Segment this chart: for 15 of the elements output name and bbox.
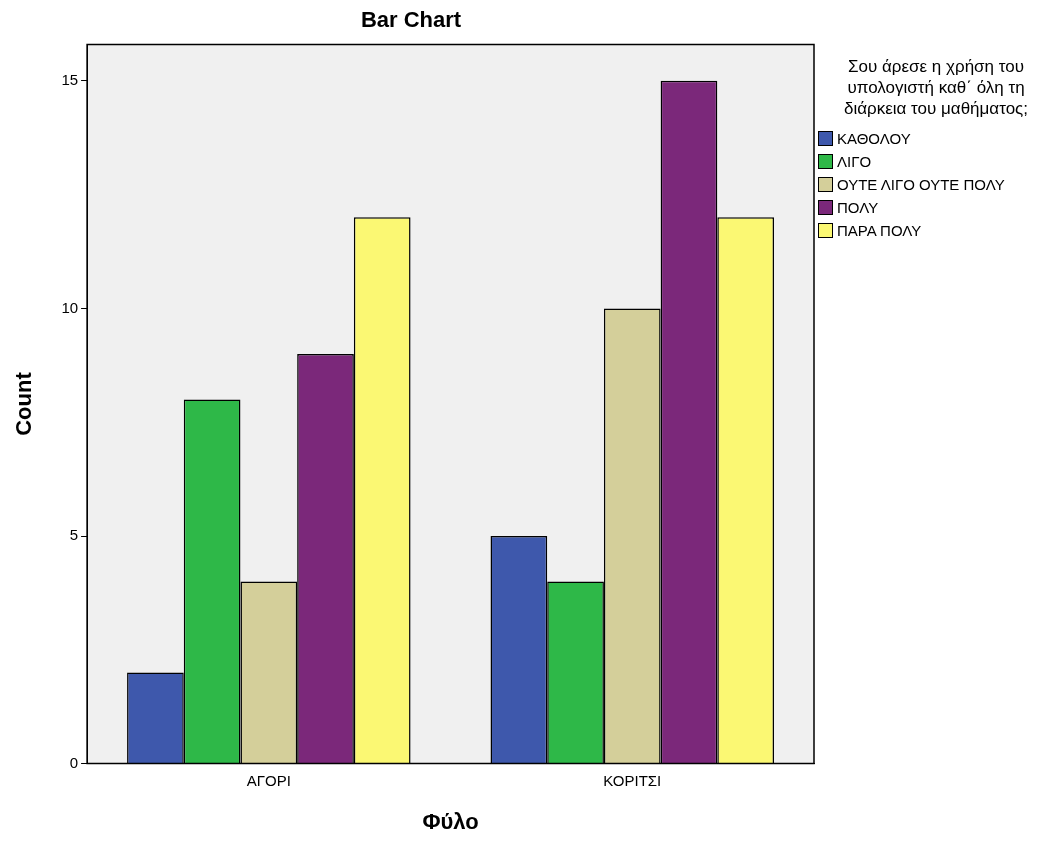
x-tick-label: ΑΓΟΡΙ: [246, 771, 291, 789]
x-tick-label: ΚΟΡΙΤΣΙ: [603, 771, 662, 789]
legend-label: ΚΑΘΟΛΟΥ: [837, 130, 911, 147]
legend-label: ΠΑΡΑ ΠΟΛΥ: [837, 222, 922, 239]
legend-title: Σου άρεσε η χρήση του υπολογιστή καθ΄ όλη τη διάρκεια του μαθήματος;: [842, 56, 1030, 119]
y-axis-title: Count: [11, 371, 37, 436]
y-tick-label: 5: [69, 526, 79, 544]
y-tick-label: 0: [69, 753, 79, 771]
legend-label: ΟΥΤΕ ΛΙΓΟ ΟΥΤΕ ΠΟΛΥ: [837, 176, 1005, 193]
y-tick-label: 15: [61, 70, 79, 88]
legend-label: ΛΙΓΟ: [837, 153, 872, 170]
chart-title: Bar Chart: [360, 7, 462, 33]
legend-label: ΠΟΛΥ: [837, 199, 879, 216]
y-tick-label: 10: [61, 298, 79, 316]
x-axis-title: Φύλο: [422, 808, 479, 834]
